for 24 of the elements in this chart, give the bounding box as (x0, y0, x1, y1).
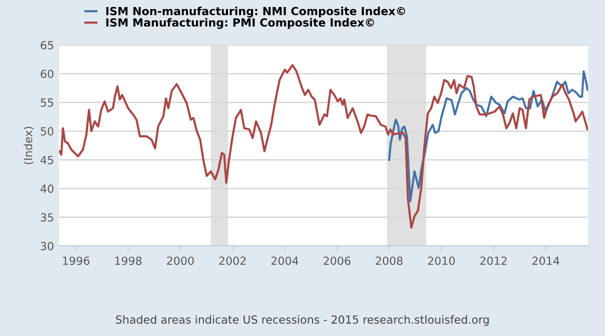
y-tick-label: 60 (40, 70, 54, 78)
x-tick-label: 2014 (532, 256, 560, 265)
x-tick-label: 1996 (63, 256, 90, 265)
x-tick-label: 2012 (480, 256, 507, 265)
legend-label: ISM Manufacturing: PMI Composite Index© (106, 18, 374, 29)
y-axis-title: (Index) (24, 126, 34, 164)
x-tick-label: 1998 (115, 256, 142, 265)
y-tick-label: 50 (40, 127, 54, 136)
text: Shaded areas indicate US recessions - 2015 research.stlouisfed.org (116, 315, 489, 326)
x-tick-label: 2000 (167, 256, 194, 265)
x-tick-label: 2006 (324, 256, 350, 265)
y-tick-label: 35 (40, 213, 54, 222)
line-series (58, 64, 588, 229)
x-tick-label: 2010 (428, 256, 455, 265)
y-tick-label: 65 (40, 41, 54, 50)
y-tick-label: 40 (40, 184, 54, 193)
line-series (388, 70, 588, 202)
y-tick-label: 55 (40, 98, 54, 107)
y-tick-label: 45 (40, 156, 54, 164)
x-tick-label: 2008 (376, 256, 403, 265)
legend-label: ISM Non-manufacturing: NMI Composite Index© (106, 6, 406, 18)
x-tick-label: 2004 (271, 256, 298, 265)
x-tick-label: 2002 (219, 256, 246, 265)
y-tick-label: 30 (40, 242, 54, 250)
